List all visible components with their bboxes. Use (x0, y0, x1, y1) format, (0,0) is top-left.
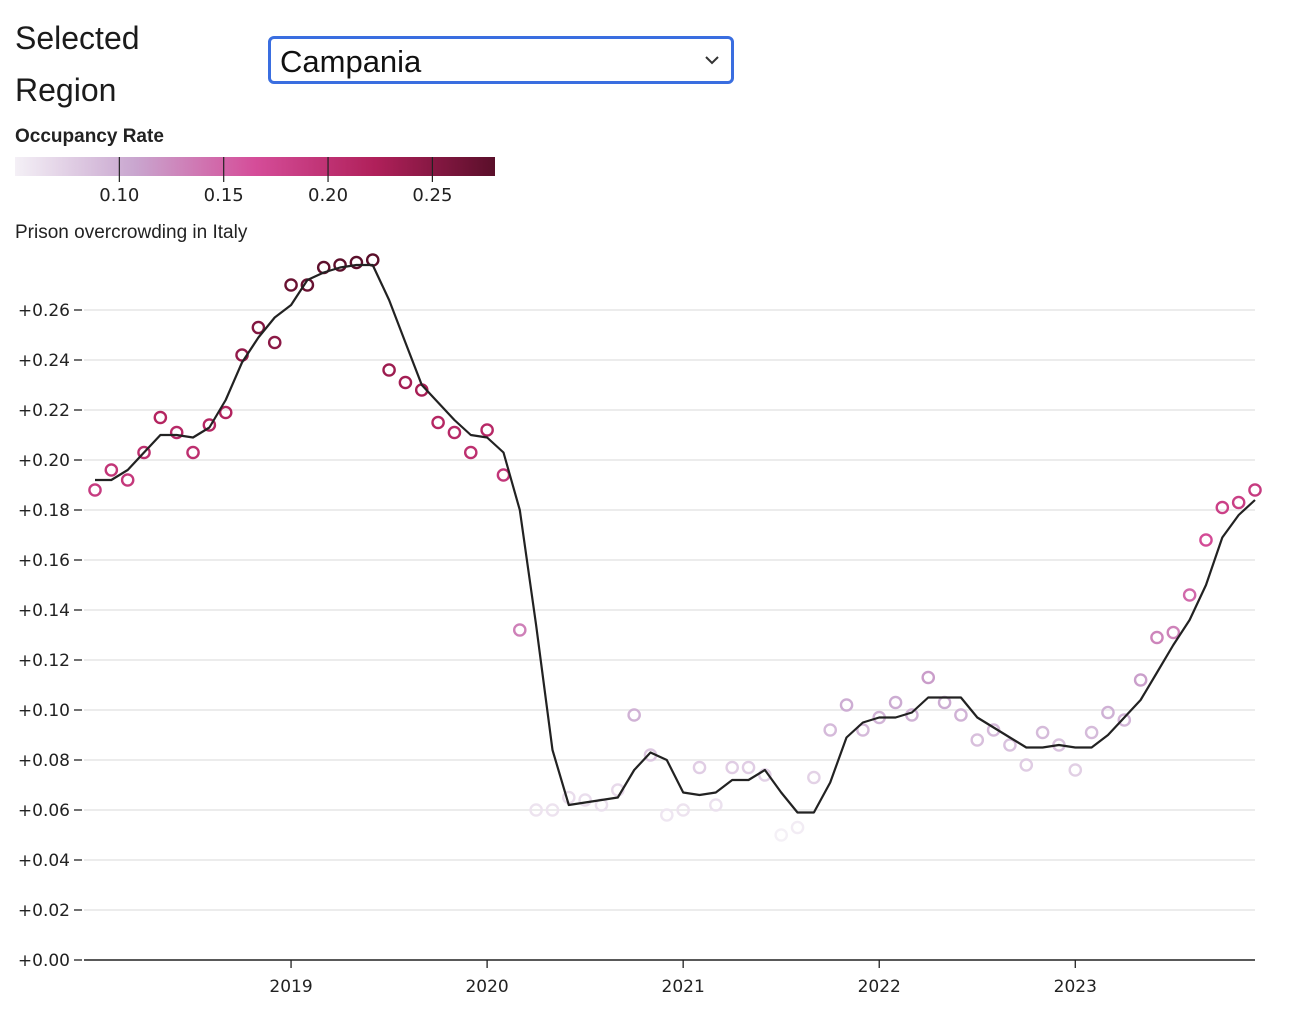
y-tick-label: +0.20 (18, 451, 70, 471)
data-point (1003, 738, 1017, 752)
data-point (709, 798, 723, 812)
data-point (1248, 483, 1262, 497)
data-point (1117, 713, 1132, 727)
data-point (218, 405, 233, 420)
data-point (104, 463, 119, 477)
data-point (349, 255, 364, 270)
data-point (790, 820, 805, 835)
data-point (267, 335, 282, 350)
x-tick-label: 2023 (1054, 977, 1097, 997)
y-tick-label: +0.04 (18, 851, 70, 871)
data-point (823, 723, 838, 737)
y-tick-label: +0.08 (18, 751, 70, 771)
data-point (202, 418, 217, 432)
data-point (856, 723, 870, 737)
legend-title: Occupancy Rate (15, 126, 164, 147)
data-point (186, 445, 200, 460)
x-tick-label: 2019 (269, 977, 312, 997)
region-select[interactable]: Campania (268, 36, 734, 84)
trend-line (95, 263, 1256, 814)
data-point (676, 803, 690, 817)
data-point (137, 445, 151, 460)
data-point (496, 468, 511, 482)
y-tick-label: +0.14 (18, 601, 70, 621)
data-point (153, 410, 168, 425)
data-point (463, 445, 478, 460)
chart-title: Prison overcrowding in Italy (15, 222, 248, 243)
data-point (447, 425, 462, 440)
data-point (578, 793, 592, 807)
data-point (1231, 495, 1246, 510)
y-tick-label: +0.22 (18, 401, 70, 421)
data-point (1182, 588, 1197, 602)
data-point (529, 803, 543, 817)
data-point (888, 695, 903, 710)
data-point (725, 760, 739, 775)
x-tick-label: 2021 (662, 977, 705, 997)
data-point (627, 708, 641, 722)
data-point (1215, 500, 1230, 515)
data-point (921, 670, 936, 685)
data-point (954, 708, 968, 722)
chevron-down-icon (705, 56, 719, 65)
legend-tick-label: 0.25 (412, 185, 452, 206)
data-point (660, 808, 674, 822)
y-tick-label: +0.24 (18, 351, 70, 371)
x-tick-label: 2020 (465, 977, 508, 997)
data-point (1068, 763, 1083, 777)
y-tick-label: +0.02 (18, 901, 70, 921)
data-point (692, 760, 707, 775)
y-tick-label: +0.18 (18, 501, 70, 521)
region-select-value: Campania (280, 44, 422, 79)
y-tick-label: +0.12 (18, 651, 70, 671)
data-point (1150, 630, 1164, 645)
y-tick-label: +0.10 (18, 701, 70, 721)
data-point (398, 375, 413, 390)
legend-tick-label: 0.20 (308, 185, 348, 206)
y-tick-label: +0.26 (18, 301, 70, 321)
legend-tick-label: 0.10 (99, 185, 139, 206)
y-tick-label: +0.06 (18, 801, 70, 821)
data-point (839, 698, 854, 712)
y-tick-label: +0.16 (18, 551, 70, 571)
y-tick-label: +0.00 (18, 951, 70, 971)
legend-tick-label: 0.15 (204, 185, 244, 206)
data-point (774, 828, 788, 842)
data-point (1084, 725, 1099, 740)
data-point (480, 423, 494, 437)
region-label: Selected Region (15, 20, 140, 108)
data-point (1166, 625, 1181, 640)
data-point (545, 803, 560, 817)
data-point (1133, 673, 1148, 687)
data-point (382, 363, 396, 377)
data-point (88, 483, 102, 497)
data-point (251, 320, 266, 335)
data-point (512, 623, 527, 637)
data-point (120, 473, 135, 487)
data-point (807, 770, 821, 785)
data-point (333, 258, 347, 272)
legend-color-ramp (15, 157, 495, 176)
data-point (169, 425, 184, 440)
y-gridlines (84, 309, 1255, 911)
data-point (1035, 725, 1050, 740)
data-point (970, 733, 985, 747)
data-point (741, 760, 756, 775)
color-legend: 0.10 0.15 0.20 0.25 (15, 157, 495, 206)
data-point (284, 278, 298, 292)
data-points (88, 253, 1262, 842)
data-point (1199, 533, 1213, 547)
x-tick-label: 2022 (858, 977, 901, 997)
data-point (1019, 758, 1034, 772)
data-point (1101, 705, 1115, 720)
data-point (431, 415, 445, 430)
